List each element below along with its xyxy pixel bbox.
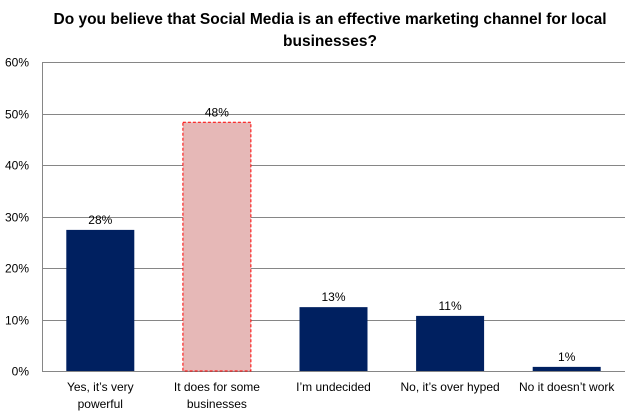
data-label: 28% — [88, 213, 112, 227]
y-tick-label: 40% — [5, 159, 29, 173]
y-tick-label: 10% — [5, 314, 29, 328]
bar — [532, 366, 601, 371]
x-tick-label: powerful — [78, 397, 123, 411]
bar — [66, 229, 135, 371]
y-tick-label: 30% — [5, 211, 29, 225]
x-tick-label: No, it’s over hyped — [401, 380, 500, 394]
x-tick-label: It does for some — [174, 380, 260, 394]
y-tick-label: 60% — [5, 56, 29, 70]
y-tick-label: 50% — [5, 108, 29, 122]
x-tick-label: No it doesn’t work — [519, 380, 615, 394]
data-label: 1% — [558, 350, 576, 364]
chart-title: Do you believe that Social Media is an e… — [53, 11, 607, 50]
x-tick-label: Yes, it’s very — [67, 380, 134, 394]
bar — [182, 121, 252, 372]
y-tick-label: 0% — [12, 365, 30, 379]
x-tick-label: businesses — [187, 397, 247, 411]
data-label: 48% — [205, 105, 229, 119]
y-tick-label: 20% — [5, 262, 29, 276]
bar — [416, 315, 485, 371]
data-label: 13% — [321, 290, 345, 304]
x-tick-label: I’m undecided — [296, 380, 371, 394]
data-label: 11% — [439, 299, 462, 313]
bar — [299, 307, 368, 371]
